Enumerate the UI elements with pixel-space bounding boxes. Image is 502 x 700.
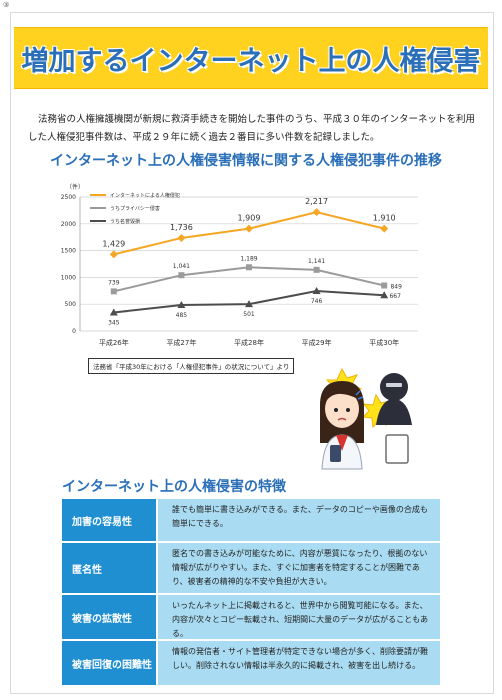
- feature-row: 加害の容易性 誰でも簡単に書き込みができる。また、データのコピーや画像の合成も簡…: [62, 499, 440, 543]
- data-point: [380, 224, 389, 233]
- smartphone-icon: [330, 445, 341, 462]
- data-label: 1,909: [238, 214, 261, 223]
- feature-desc: 匿名での書き込みが可能なために、内容が悪質になったり、根拠のない情報が広がりやす…: [156, 543, 440, 593]
- x-tick-label: 平成27年: [166, 338, 196, 347]
- legend-label: うちプライバシー侵害: [110, 205, 160, 212]
- data-point: [109, 250, 118, 259]
- data-point: [245, 224, 253, 233]
- data-point: [245, 300, 253, 308]
- title-banner: 増加するインターネット上の人権侵害: [14, 27, 488, 89]
- data-point: [381, 282, 388, 289]
- data-label: 1,189: [240, 255, 257, 262]
- data-point: [177, 301, 186, 309]
- girl-face: [325, 390, 359, 428]
- x-tick-label: 平成29年: [302, 338, 332, 347]
- feature-head: 被害の拡散性: [62, 595, 156, 639]
- legend-label: うち名誉毀損: [110, 218, 140, 225]
- feature-head: 被害回復の困難性: [62, 641, 156, 685]
- series-line: [113, 266, 385, 293]
- feature-head: 匿名性: [62, 543, 156, 593]
- data-label: 1,141: [308, 258, 325, 265]
- data-label: 746: [311, 298, 323, 305]
- data-point: [109, 308, 118, 316]
- data-point: [178, 272, 185, 279]
- data-point: [177, 233, 186, 242]
- data-label: 1,736: [170, 223, 193, 232]
- feature-desc: 情報の発信者・サイト管理者が特定できない場合が多く、削除要請が難しい。削除されな…: [156, 641, 440, 685]
- intro-paragraph: 法務省の人権擁護機関が新規に救済手続きを開始した事件のうち、平成３０年のインター…: [28, 114, 476, 143]
- features-title: インターネット上の人権侵害の特徴: [62, 479, 286, 495]
- data-label: 1,429: [102, 239, 125, 248]
- x-tick-label: 平成30年: [369, 338, 399, 347]
- data-label: 849: [390, 283, 402, 290]
- feature-row: 被害回復の困難性 情報の発信者・サイト管理者が特定できない場合が多く、削除要請が…: [62, 641, 440, 687]
- y-tick-label: 0: [72, 328, 76, 335]
- data-label: 485: [176, 312, 188, 319]
- y-tick-label: 1500: [61, 248, 76, 255]
- features-table: 加害の容易性 誰でも簡単に書き込みができる。また、データのコピーや画像の合成も簡…: [62, 497, 440, 687]
- data-label: 1,910: [373, 214, 396, 223]
- page-number: ③: [3, 1, 10, 9]
- feature-head: 加害の容易性: [62, 499, 156, 541]
- y-tick-label: 2500: [61, 194, 76, 201]
- data-label: 1,041: [173, 263, 190, 270]
- feature-desc: いったんネット上に掲載されると、世界中から閲覧可能になる。また、内容が次々とコピ…: [156, 595, 440, 639]
- y-unit-label: （件）: [66, 183, 84, 191]
- data-label: 501: [243, 311, 255, 318]
- feature-row: 被害の拡散性 いったんネット上に掲載されると、世界中から閲覧可能になる。また、内…: [62, 595, 440, 641]
- data-point: [110, 288, 117, 295]
- worried-girl-illustration: [320, 367, 412, 470]
- x-tick-label: 平成28年: [234, 338, 264, 347]
- tablet-icon: [385, 434, 409, 464]
- y-tick-label: 500: [65, 301, 77, 308]
- data-label: 739: [108, 279, 120, 286]
- data-point: [312, 287, 321, 295]
- feature-row: 匿名性 匿名での書き込みが可能なために、内容が悪質になったり、根拠のない情報が広…: [62, 543, 440, 595]
- chart-title: インターネット上の人権侵害情報に関する人権侵犯事件の推移: [50, 153, 442, 169]
- data-point: [312, 208, 321, 217]
- trend-line-chart: （件） 0 500 1000 1500 2000 2500 平成26年 平成27年 平成28年 平成…: [61, 183, 418, 347]
- y-tick-label: 2000: [61, 221, 76, 228]
- legend-label: インターネットによる人権侵犯: [110, 192, 180, 199]
- data-label: 2,217: [305, 197, 328, 206]
- data-point: [313, 266, 320, 273]
- x-tick-label: 平成26年: [99, 338, 129, 347]
- feature-desc: 誰でも簡単に書き込みができる。また、データのコピーや画像の合成も簡単にできる。: [156, 499, 440, 541]
- data-label: 667: [389, 293, 401, 300]
- source-note: 法務省「平成30年における「人権侵犯事件」の状況について」より: [88, 358, 295, 374]
- y-tick-label: 1000: [61, 274, 76, 281]
- data-label: 345: [108, 320, 120, 327]
- data-point: [380, 291, 389, 299]
- data-point: [246, 264, 252, 271]
- page-title: 増加するインターネット上の人権侵害: [21, 45, 481, 77]
